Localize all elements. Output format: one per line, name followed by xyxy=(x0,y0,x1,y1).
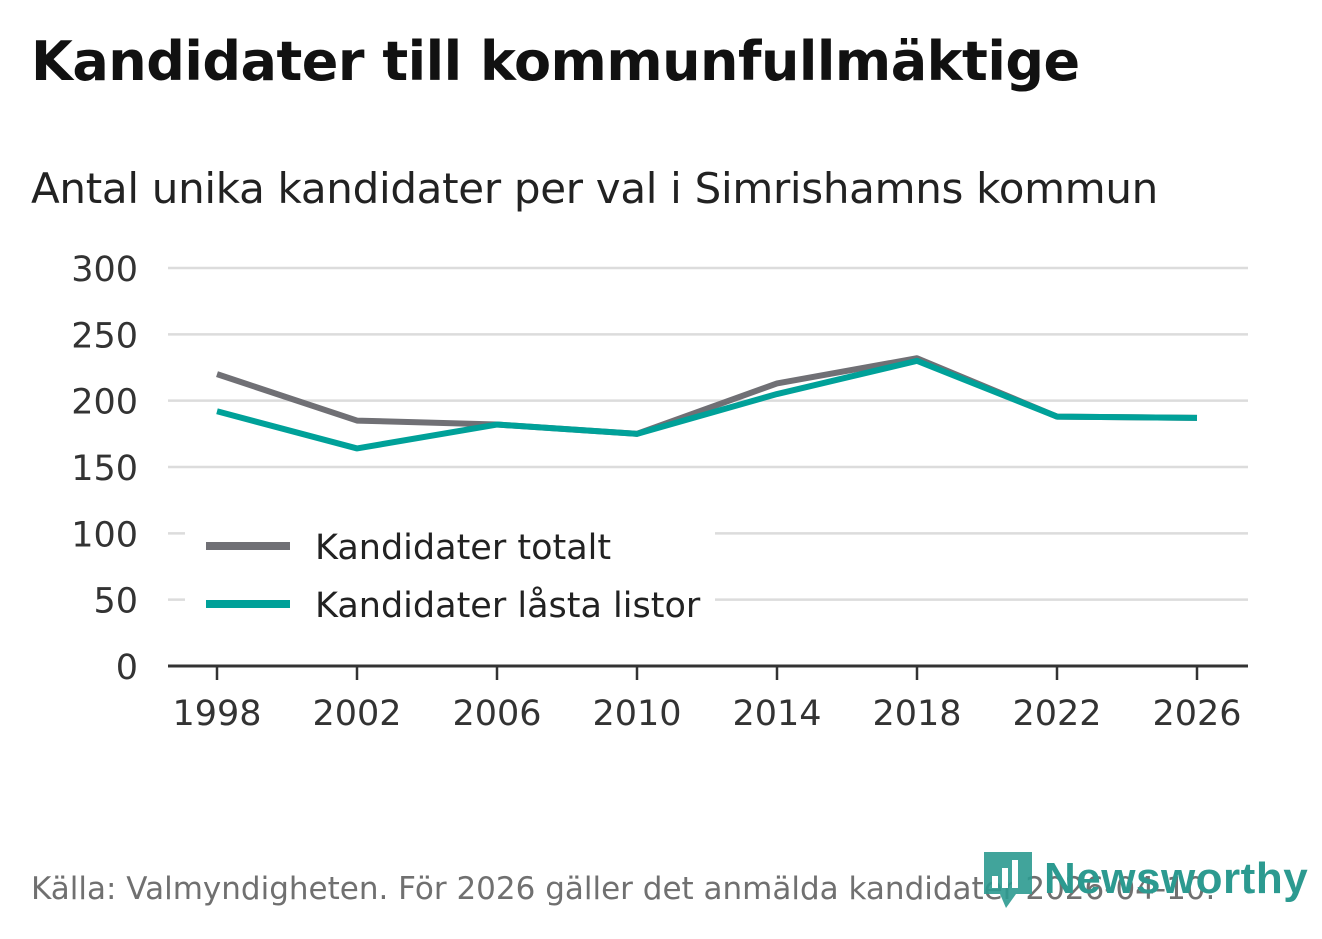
chart-subtitle: Antal unika kandidater per val i Simrish… xyxy=(31,164,1158,213)
chart-title: Kandidater till kommunfullmäktige xyxy=(31,30,1080,93)
x-tick-label: 2010 xyxy=(592,694,681,734)
y-tick-label: 200 xyxy=(71,383,138,423)
y-tick-label: 250 xyxy=(71,316,138,356)
y-tick-label: 300 xyxy=(71,250,138,290)
legend-background xyxy=(185,515,715,635)
y-tick-label: 50 xyxy=(93,582,138,622)
series-line-1 xyxy=(216,357,1198,452)
x-tick-label: 2026 xyxy=(1152,694,1241,734)
legend-label-0: Kandidater totalt xyxy=(315,528,611,568)
x-tick-label: 2014 xyxy=(732,694,821,734)
y-tick-label: 150 xyxy=(71,449,138,489)
series-line-0 xyxy=(216,355,1198,437)
legend: Kandidater totalt Kandidater låsta listor xyxy=(185,515,715,635)
x-tick-label: 2018 xyxy=(872,694,961,734)
x-tick-label: 2022 xyxy=(1012,694,1101,734)
brand-name: Newsworthy xyxy=(1044,854,1309,903)
x-tick-label: 2002 xyxy=(312,694,401,734)
y-tick-label: 0 xyxy=(116,648,138,688)
newsworthy-logo-icon xyxy=(984,852,1032,908)
y-tick-label: 100 xyxy=(71,515,138,555)
x-tick-label: 2006 xyxy=(452,694,541,734)
x-tick-label: 1998 xyxy=(172,694,261,734)
legend-label-1: Kandidater låsta listor xyxy=(315,585,701,626)
newsworthy-brand[interactable]: Newsworthy xyxy=(982,848,1308,910)
